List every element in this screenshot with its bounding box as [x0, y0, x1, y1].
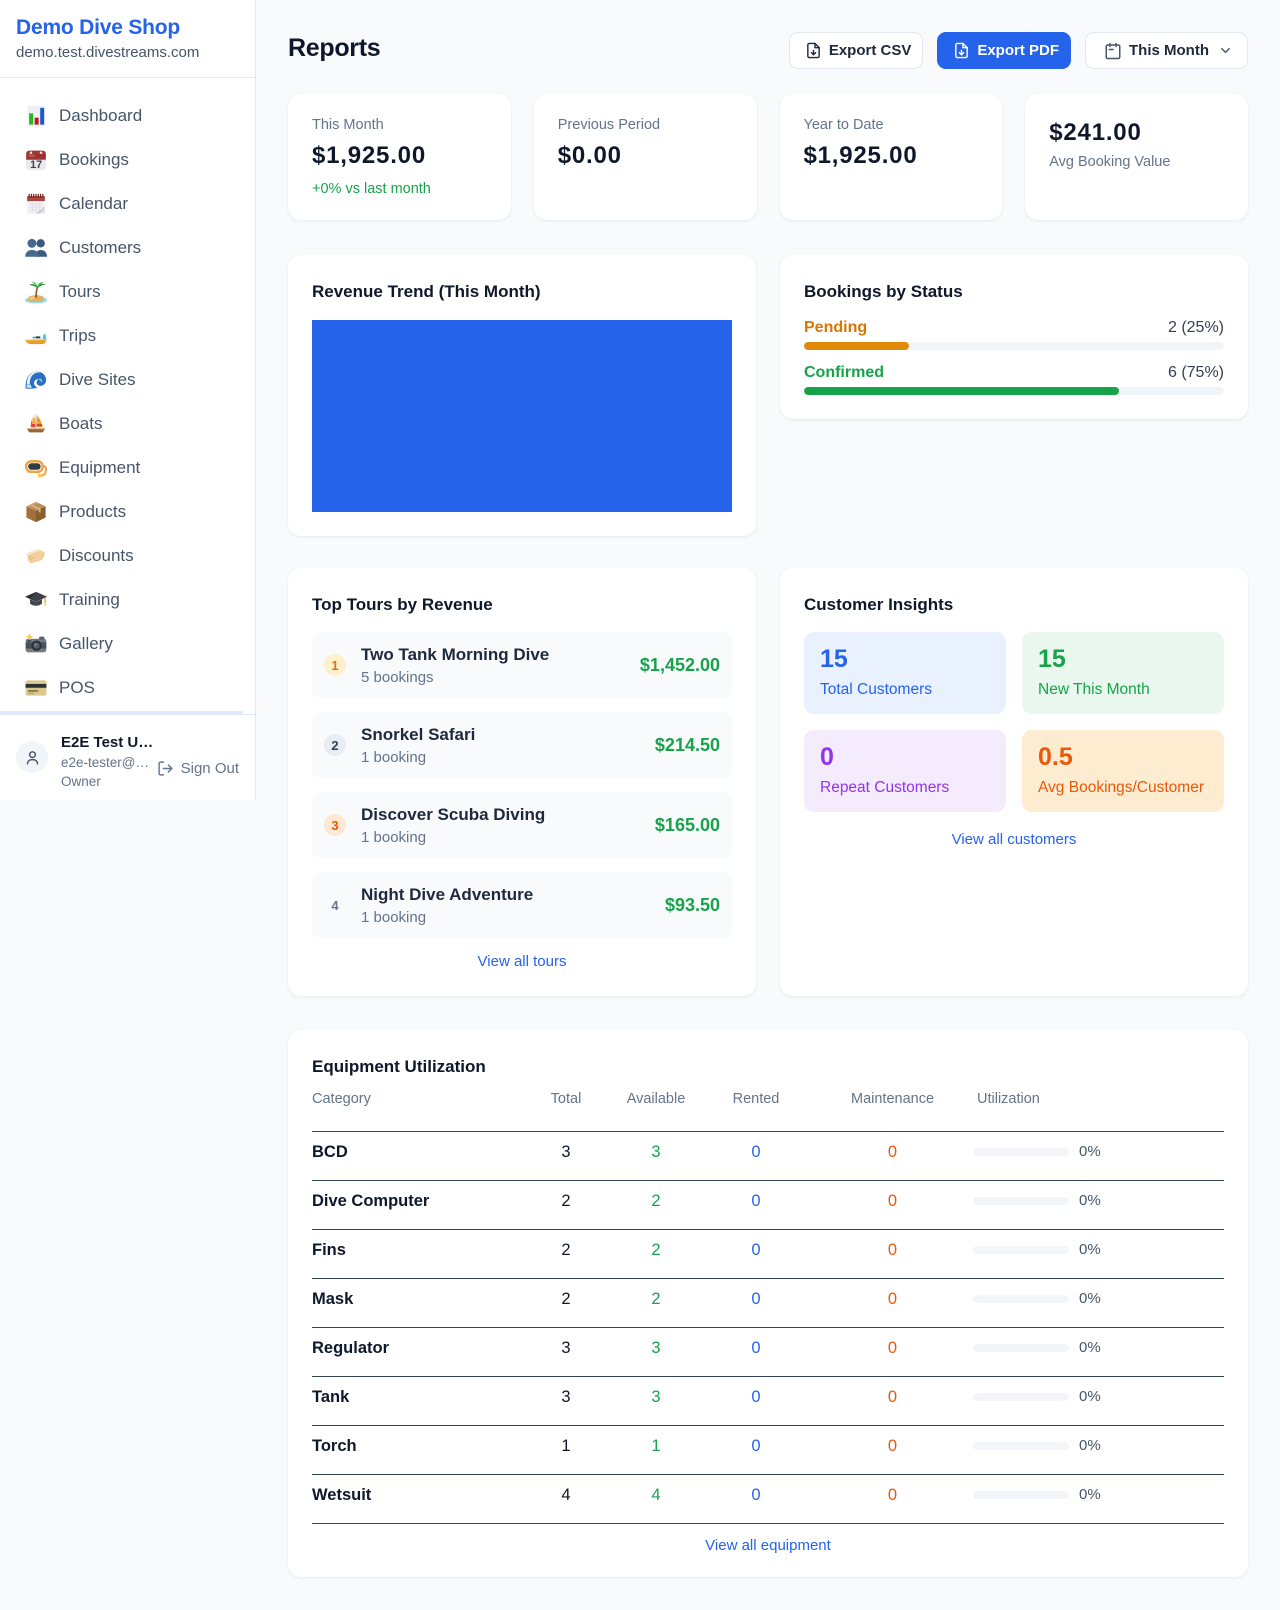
svg-text:17: 17 — [30, 159, 42, 171]
